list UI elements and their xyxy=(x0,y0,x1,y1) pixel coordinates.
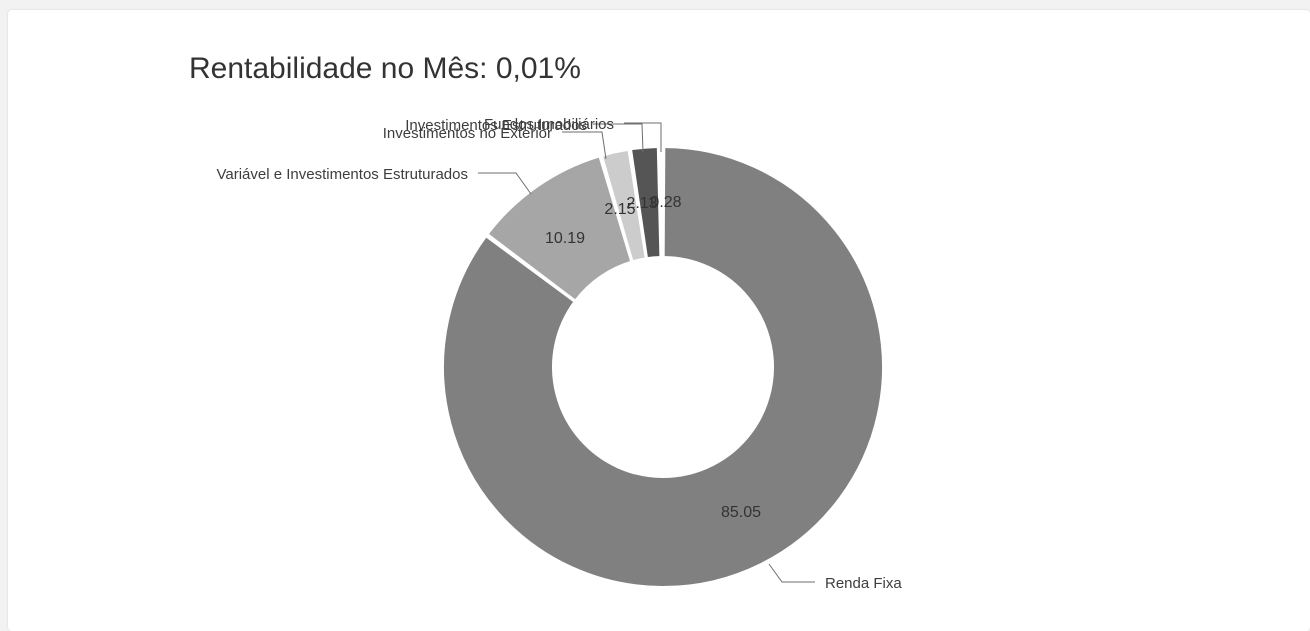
data-label-renda-fixa: 85.05 xyxy=(721,504,761,521)
data-label-variavel-e-investimentos-estruturados: 10.19 xyxy=(545,230,585,247)
data-label-investimentos-estruturados: 2.13 xyxy=(626,195,657,212)
slice-investimentos-estruturados[interactable] xyxy=(629,146,662,260)
slice-investimentos-no-exterior[interactable] xyxy=(600,148,647,263)
category-label-variavel-e-investimentos-estruturados: Variável e Investimentos Estruturados xyxy=(216,166,468,183)
category-label-renda-fixa: Renda Fixa xyxy=(825,575,902,592)
slice-renda-fixa[interactable] xyxy=(442,145,884,588)
leader-line-fundos-imobiliarios xyxy=(624,122,662,152)
leader-line-renda-fixa xyxy=(768,563,815,583)
leader-line-investimentos-estruturados xyxy=(593,123,644,153)
category-label-investimentos-estruturados: Investimentos Estruturados xyxy=(405,117,587,134)
leader-line-variavel-e-investimentos-estruturados xyxy=(478,172,532,195)
data-label-fundos-imobiliarios: 0.28 xyxy=(650,194,681,211)
category-label-fundos-imobiliarios: Fundos Imobiliários xyxy=(484,116,614,133)
leader-line-investimentos-no-exterior xyxy=(562,131,607,160)
slice-variavel-e-investimentos-estruturados[interactable] xyxy=(486,155,633,302)
chart-title: Rentabilidade no Mês: 0,01% xyxy=(189,52,581,85)
data-label-investimentos-no-exterior: 2.15 xyxy=(604,201,635,218)
category-label-investimentos-no-exterior: Investimentos no Exterior xyxy=(383,125,552,142)
